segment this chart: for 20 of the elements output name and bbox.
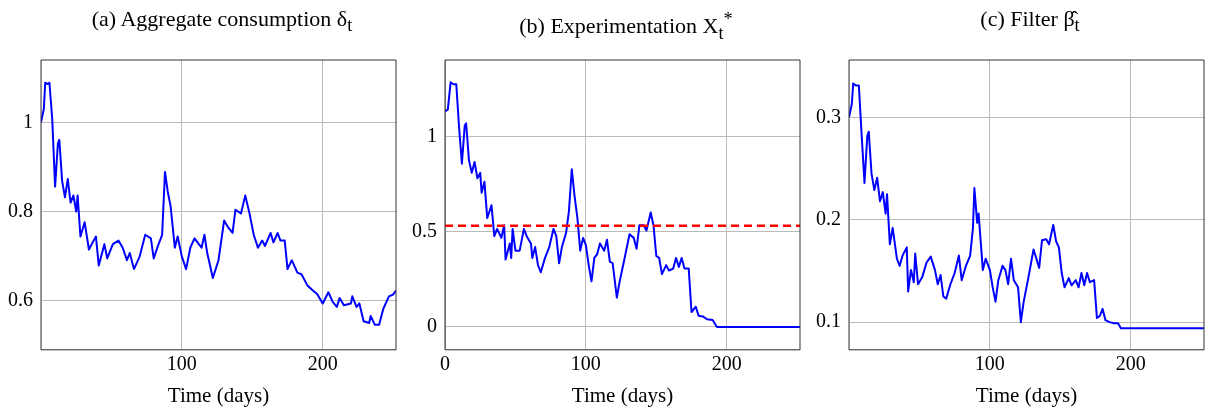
y-tick-label: 1 [427,123,437,146]
x-axis-title: Time (days) [167,382,270,407]
x-tick-label: 100 [166,352,197,375]
y-tick-label: 0.6 [8,288,33,311]
x-tick-label: 200 [711,352,742,375]
x-tick-label: 100 [974,352,1005,375]
y-tick-label: 0.2 [816,207,841,229]
y-tick-label: 0.8 [8,198,33,221]
x-axis-title: Time (days) [571,382,674,407]
y-tick-label: 0.5 [412,218,437,241]
x-tick-label: 200 [1115,352,1146,375]
x-tick-label: 100 [570,352,601,375]
y-tick-label: 0.3 [816,104,841,127]
y-tick-label: 0 [427,314,437,337]
x-axis-title: Time (days) [975,382,1078,407]
chart-title: (a) Aggregate consumption δ$_{t}$ [90,5,354,38]
chart-title: (c) Filter β̂$_{t}$ [979,5,1081,38]
y-tick-label: 0.1 [816,309,841,332]
y-tick-label: 1 [23,109,33,132]
x-tick-label: 200 [307,352,338,375]
